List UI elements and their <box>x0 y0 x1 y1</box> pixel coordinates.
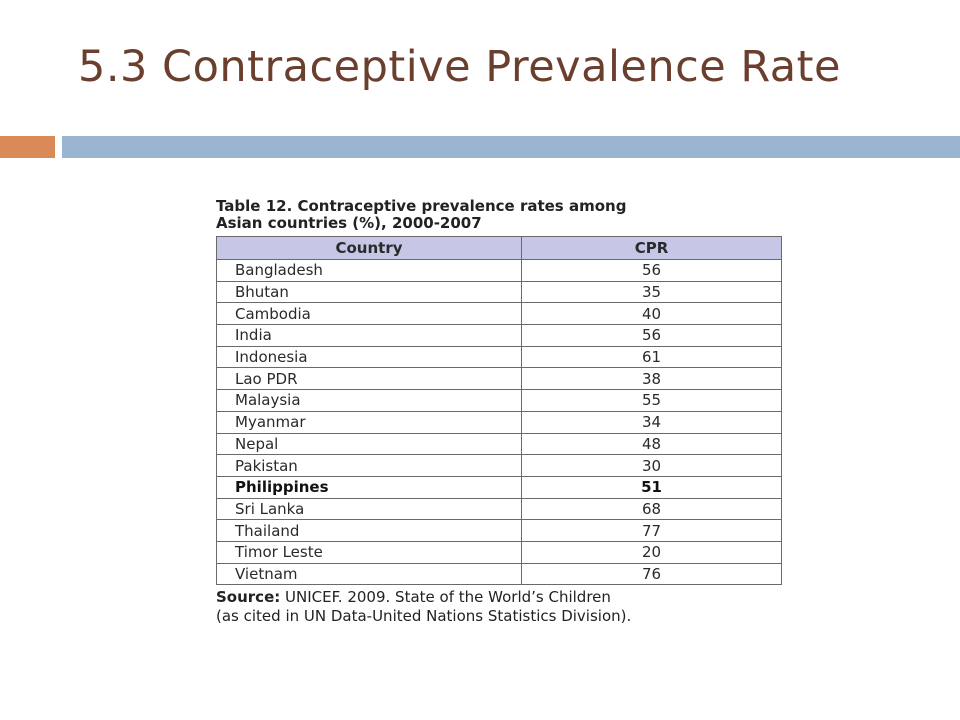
table-body: Bangladesh 56 Bhutan 35 Cambodia 40 India 56 Ind… <box>216 259 782 586</box>
table-row: Pakistan 30 <box>216 454 782 477</box>
cpr-cell: 77 <box>521 519 782 542</box>
source-label: Source: <box>216 588 281 606</box>
cpr-cell: 68 <box>521 497 782 521</box>
country-cell: Timor Leste <box>216 540 522 564</box>
source-note: Source: UNICEF. 2009. State of the World… <box>216 588 776 626</box>
cpr-cell: 40 <box>521 302 782 326</box>
country-cell: Malaysia <box>216 389 522 412</box>
country-cell: Nepal <box>216 432 522 456</box>
country-cell: Lao PDR <box>216 367 522 391</box>
cpr-cell: 34 <box>521 410 782 434</box>
country-cell: Thailand <box>216 519 522 542</box>
table-row: Indonesia 61 <box>216 345 782 369</box>
table-caption-line-1: Table 12. Contraceptive prevalence rates… <box>216 197 627 215</box>
country-cell: Sri Lanka <box>216 497 522 521</box>
cpr-cell: 38 <box>521 367 782 391</box>
cpr-cell: 55 <box>521 389 782 412</box>
table-row: India 56 <box>216 324 782 347</box>
accent-bar-orange <box>0 136 55 158</box>
table-row: Bhutan 35 <box>216 280 782 304</box>
country-cell: India <box>216 324 522 347</box>
table-row: Bangladesh 56 <box>216 259 782 282</box>
country-cell: Indonesia <box>216 345 522 369</box>
table-row: Thailand 77 <box>216 519 782 542</box>
source-line-1: Source: UNICEF. 2009. State of the World… <box>216 588 776 607</box>
country-cell: Pakistan <box>216 454 522 477</box>
cpr-cell: 56 <box>521 259 782 282</box>
accent-bar-blue <box>62 136 960 158</box>
column-header-country: Country <box>216 236 522 260</box>
table-row: Timor Leste 20 <box>216 540 782 564</box>
source-text-1: UNICEF. 2009. State of the World’s Child… <box>280 588 611 606</box>
cpr-cell: 56 <box>521 324 782 347</box>
table-row: Myanmar 34 <box>216 410 782 434</box>
cpr-cell: 76 <box>521 562 782 586</box>
country-cell: Myanmar <box>216 410 522 434</box>
table-row: Vietnam 76 <box>216 562 782 586</box>
cpr-cell: 20 <box>521 540 782 564</box>
cpr-cell: 35 <box>521 280 782 304</box>
table-row: Philippines 51 <box>216 475 782 499</box>
table-row: Nepal 48 <box>216 432 782 456</box>
table-row: Malaysia 55 <box>216 389 782 412</box>
country-cell: Vietnam <box>216 562 522 586</box>
cpr-cell: 51 <box>521 475 782 499</box>
slide-title: 5.3 Contraceptive Prevalence Rate <box>78 42 841 92</box>
country-cell: Philippines <box>216 475 522 499</box>
cpr-cell: 61 <box>521 345 782 369</box>
country-cell: Bangladesh <box>216 259 522 282</box>
cpr-cell: 48 <box>521 432 782 456</box>
table-header-row: Country CPR <box>216 236 782 260</box>
table-caption: Table 12. Contraceptive prevalence rates… <box>216 198 776 232</box>
table-caption-line-2: Asian countries (%), 2000-2007 <box>216 214 482 232</box>
table-row: Cambodia 40 <box>216 302 782 326</box>
country-cell: Bhutan <box>216 280 522 304</box>
cpr-cell: 30 <box>521 454 782 477</box>
table-row: Lao PDR 38 <box>216 367 782 391</box>
cpr-table: Country CPR Bangladesh 56 Bhutan 35 Cambodia… <box>216 236 782 586</box>
column-header-cpr: CPR <box>521 236 782 260</box>
table-row: Sri Lanka 68 <box>216 497 782 521</box>
source-line-2: (as cited in UN Data-United Nations Stat… <box>216 607 632 625</box>
country-cell: Cambodia <box>216 302 522 326</box>
